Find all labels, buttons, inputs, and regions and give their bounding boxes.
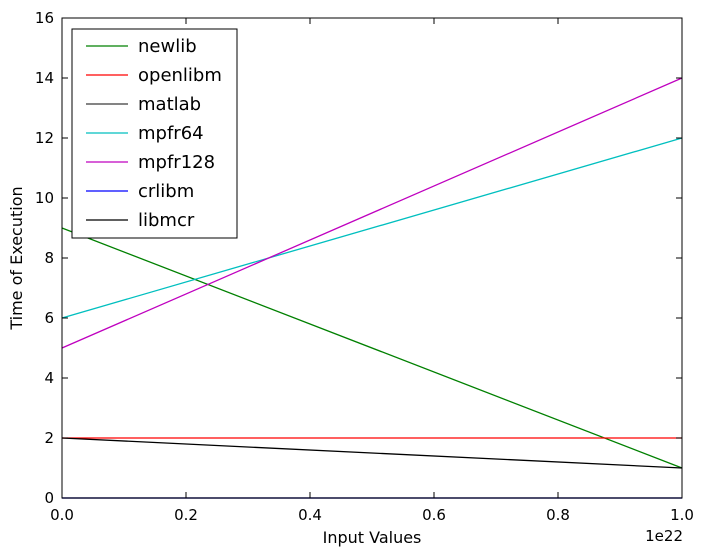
x-tick-label: 0.6 (422, 506, 446, 524)
y-tick-label: 14 (35, 69, 54, 87)
series-line-libmcr (61, 437, 683, 469)
x-tick-label: 0.0 (50, 506, 74, 524)
ticks-layer: 0.0 0.2 0.4 0.6 0.8 1.0 0 2 4 6 8 10 12 14 16 (35, 9, 694, 524)
y-tick-label: 12 (35, 129, 54, 147)
y-tick-label: 0 (44, 489, 54, 507)
series-line-mpfr128 (61, 77, 683, 349)
x-tick-label: 0.4 (298, 506, 322, 524)
legend: newlib openlibm matlab mpfr64 mpfr128 crlibm l… (71, 28, 238, 239)
legend-label-mpfr64: mpfr64 (138, 123, 204, 144)
legend-label-matlab: matlab (138, 94, 201, 115)
y-tick-label: 6 (44, 309, 54, 327)
legend-label-openlibm: openlibm (138, 65, 222, 86)
legend-label-libmcr: libmcr (138, 210, 195, 231)
y-tick-label: 16 (35, 9, 54, 27)
x-offset-label: 1e22 (645, 527, 683, 545)
series-line-mpfr64 (61, 137, 683, 319)
x-tick-label: 0.8 (546, 506, 570, 524)
y-axis-label: Time of Execution (7, 186, 26, 330)
x-tick-label: 0.2 (174, 506, 198, 524)
x-tick-label: 1.0 (670, 506, 694, 524)
y-tick-label: 2 (44, 429, 54, 447)
x-axis-label: Input Values (323, 528, 422, 547)
y-tick-label: 10 (35, 189, 54, 207)
y-tick-label: 8 (44, 249, 54, 267)
y-tick-label: 4 (44, 369, 54, 387)
legend-label-newlib: newlib (138, 36, 197, 57)
legend-label-mpfr128: mpfr128 (138, 152, 215, 173)
legend-label-crlibm: crlibm (138, 181, 194, 202)
series-line-newlib (61, 227, 683, 469)
